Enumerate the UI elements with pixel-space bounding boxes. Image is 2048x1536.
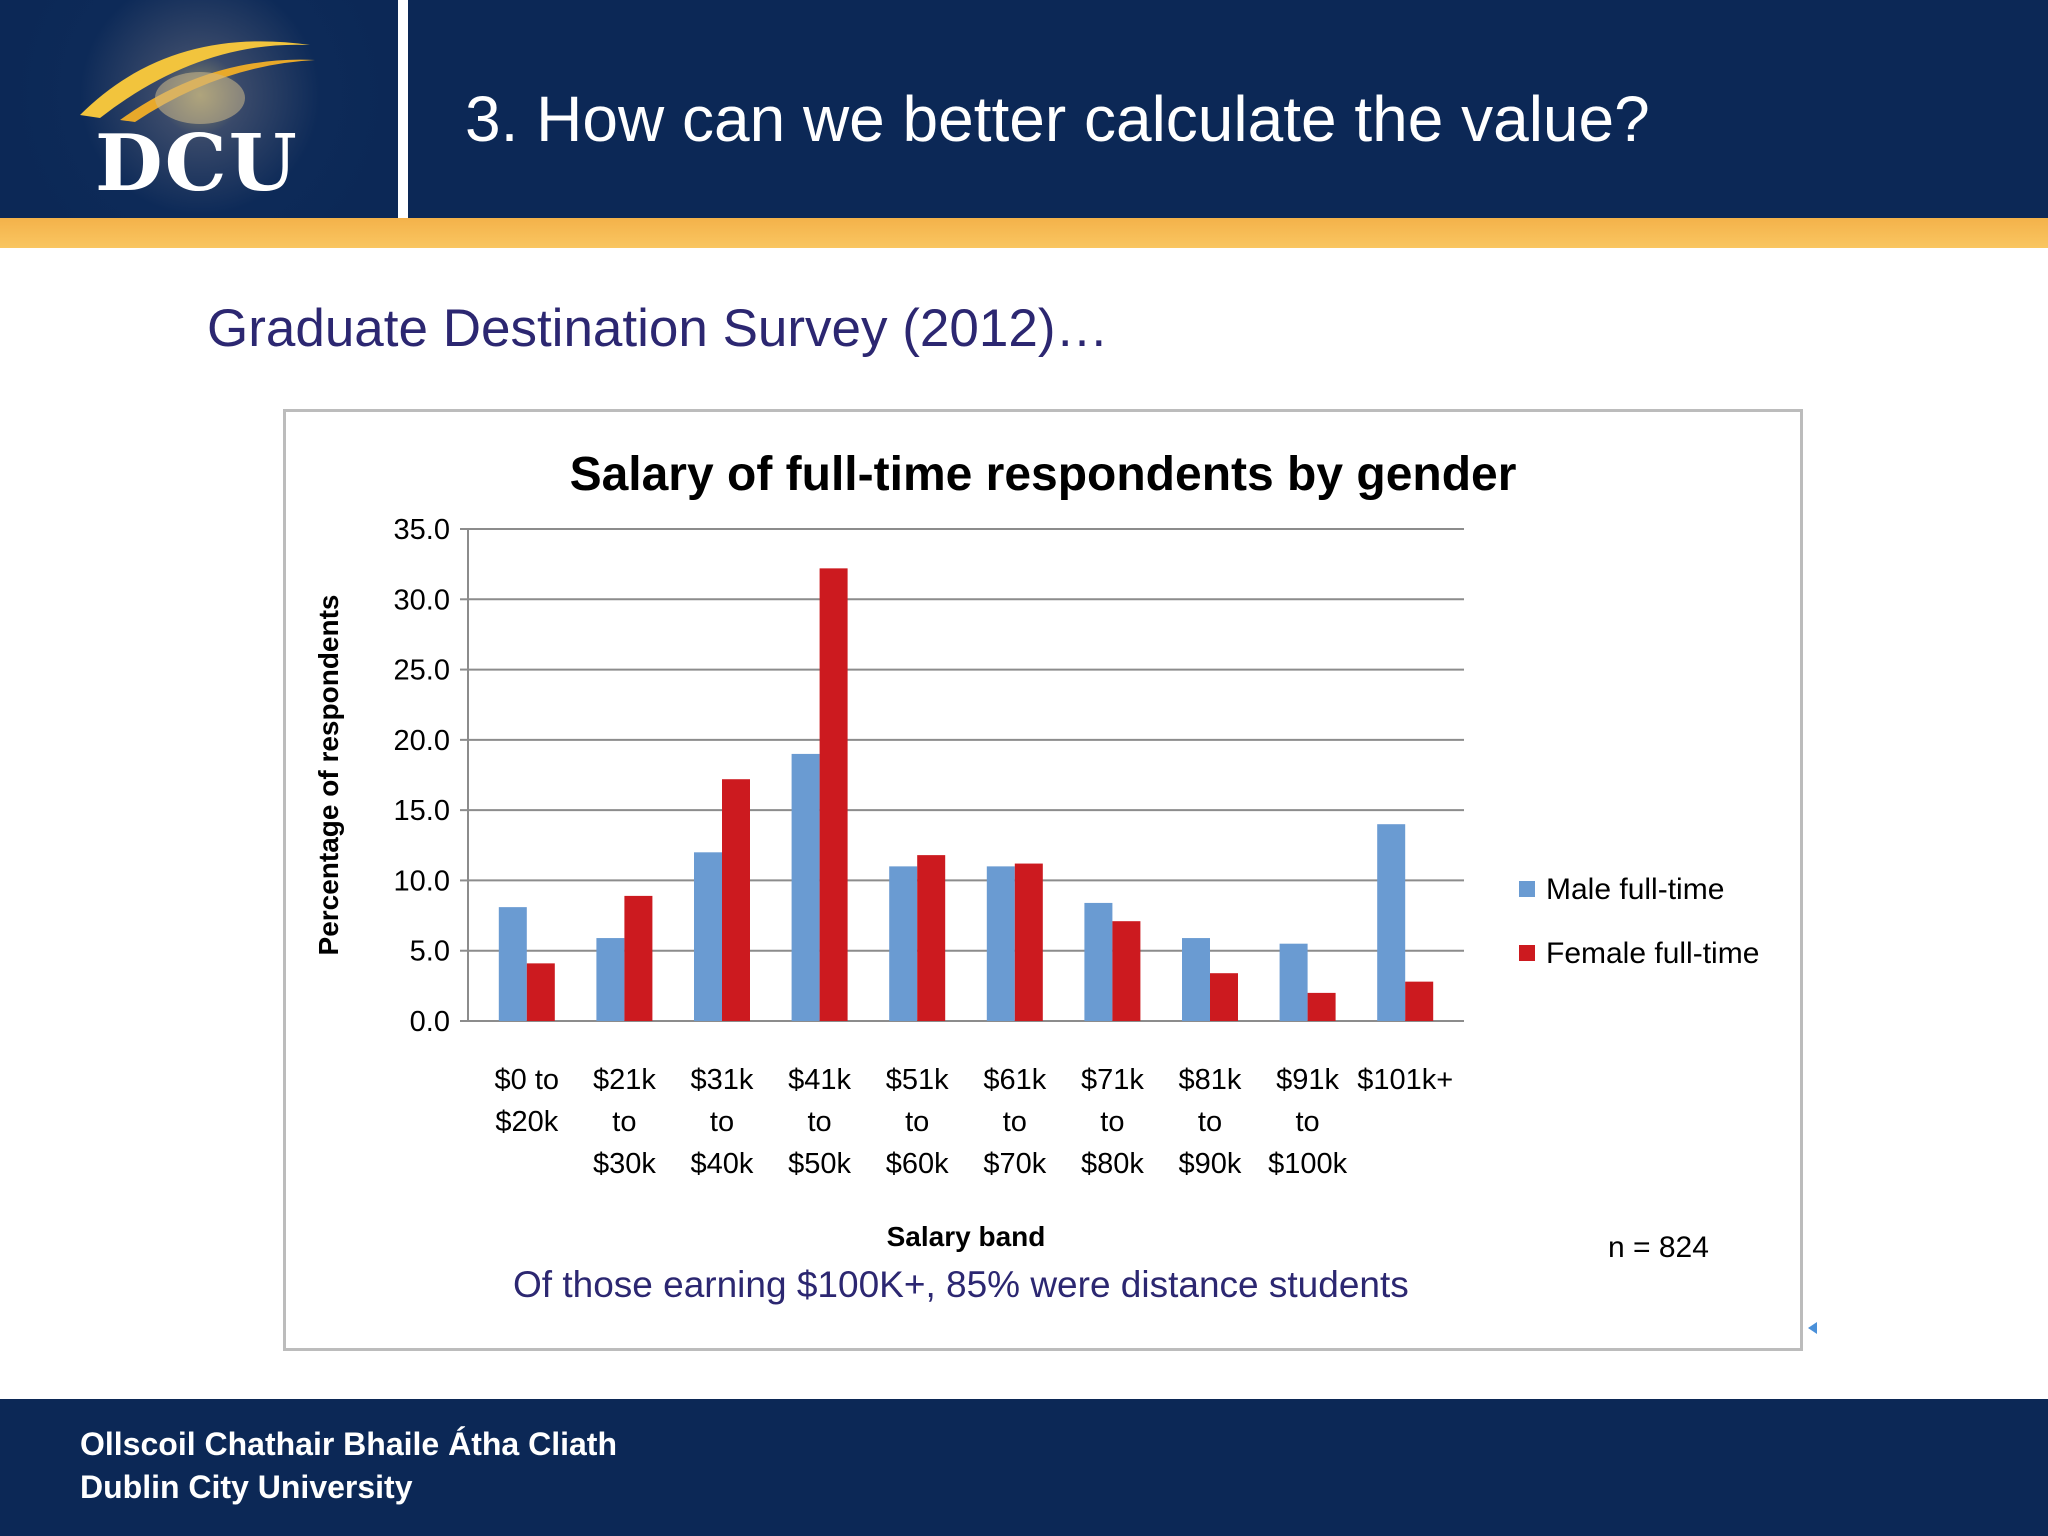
x-tick-label: $0 to xyxy=(495,1064,560,1096)
chart-frame: Salary of full-time respondents by gende… xyxy=(283,409,1803,1351)
x-tick-label: $80k xyxy=(1081,1148,1144,1180)
bar-female xyxy=(819,568,848,1021)
bar-female xyxy=(1405,981,1434,1021)
x-tick-label: to xyxy=(808,1106,832,1138)
x-tick-label: to xyxy=(1198,1106,1222,1138)
y-tick-label: 10.0 xyxy=(394,865,450,897)
dcu-logo: DCU xyxy=(0,0,398,218)
x-tick-label: $21k xyxy=(593,1064,656,1096)
y-tick-label: 15.0 xyxy=(394,795,450,827)
accent-band xyxy=(0,218,2048,248)
x-tick-label: to xyxy=(710,1106,734,1138)
x-tick-label: $50k xyxy=(788,1148,851,1180)
legend-swatch xyxy=(1519,945,1535,961)
x-tick-label: to xyxy=(1100,1106,1124,1138)
x-tick-label: $71k xyxy=(1081,1064,1144,1096)
x-tick-label: $51k xyxy=(886,1064,949,1096)
x-tick-label: $70k xyxy=(983,1148,1046,1180)
header-bar: DCU 3. How can we better calculate the v… xyxy=(0,0,2048,218)
sample-size-note: n = 824 xyxy=(1608,1231,1709,1264)
y-tick-label: 30.0 xyxy=(394,584,450,616)
x-tick-label: $91k xyxy=(1276,1064,1339,1096)
y-tick-label: 35.0 xyxy=(394,514,450,546)
bar-male xyxy=(889,866,918,1021)
bar-male xyxy=(791,753,820,1021)
bar-male xyxy=(1084,902,1113,1021)
x-tick-label: $81k xyxy=(1179,1064,1242,1096)
logo-swoosh-icon xyxy=(80,41,315,124)
bar-male xyxy=(498,907,527,1021)
bar-male xyxy=(596,938,625,1021)
footer-english-name: Dublin City University xyxy=(80,1469,413,1505)
x-tick-label: $90k xyxy=(1179,1148,1242,1180)
bar-male xyxy=(986,866,1015,1021)
logo-divider xyxy=(398,0,408,218)
y-tick-label: 20.0 xyxy=(394,725,450,757)
legend-label: Male full-time xyxy=(1546,873,1724,906)
bar-male xyxy=(1377,824,1406,1021)
bar-female xyxy=(917,855,946,1021)
legend-label: Female full-time xyxy=(1546,937,1759,970)
x-tick-label: $61k xyxy=(983,1064,1046,1096)
bar-female xyxy=(1112,921,1141,1021)
chart-note: Of those earning $100K+, 85% were distan… xyxy=(513,1264,1409,1305)
x-tick-label: $100k xyxy=(1268,1148,1348,1180)
y-tick-label: 25.0 xyxy=(394,655,450,687)
chart-title: Salary of full-time respondents by gende… xyxy=(570,448,1517,501)
x-tick-label: $30k xyxy=(593,1148,656,1180)
slide-subtitle: Graduate Destination Survey (2012)… xyxy=(207,299,1109,358)
x-tick-label: $60k xyxy=(886,1148,949,1180)
bar-male xyxy=(1182,938,1210,1021)
x-tick-label: $20k xyxy=(495,1106,558,1138)
bar-female xyxy=(1307,992,1336,1021)
footer-irish-name: Ollscoil Chathair Bhaile Átha Cliath xyxy=(80,1426,617,1462)
x-tick-label: $31k xyxy=(691,1064,754,1096)
x-tick-label: $40k xyxy=(691,1148,754,1180)
bar-female xyxy=(526,963,555,1021)
salary-bar-chart: Salary of full-time respondents by gende… xyxy=(313,448,1759,1264)
y-axis-label: Percentage of respondents xyxy=(313,595,344,956)
y-tick-label: 5.0 xyxy=(410,936,450,968)
x-tick-label: to xyxy=(1003,1106,1027,1138)
bar-male xyxy=(694,852,722,1021)
x-tick-label: to xyxy=(1296,1106,1320,1138)
bar-female xyxy=(1014,863,1043,1021)
bar-male xyxy=(1279,943,1308,1021)
x-axis-label: Salary band xyxy=(887,1221,1046,1252)
x-tick-label: to xyxy=(905,1106,929,1138)
bar-female xyxy=(624,895,653,1021)
bar-female xyxy=(1210,973,1238,1021)
x-tick-label: $101k+ xyxy=(1357,1064,1453,1096)
y-tick-label: 0.0 xyxy=(410,1006,450,1038)
slide-title: 3. How can we better calculate the value… xyxy=(465,83,1650,155)
x-tick-label: $41k xyxy=(788,1064,851,1096)
logo-text: DCU xyxy=(95,118,299,209)
side-marker xyxy=(1808,1322,1817,1334)
footer-bar: Ollscoil Chathair Bhaile Átha Cliath Dub… xyxy=(0,1399,2048,1536)
x-tick-label: to xyxy=(612,1106,636,1138)
legend-swatch xyxy=(1519,881,1535,897)
bar-female xyxy=(722,779,750,1021)
